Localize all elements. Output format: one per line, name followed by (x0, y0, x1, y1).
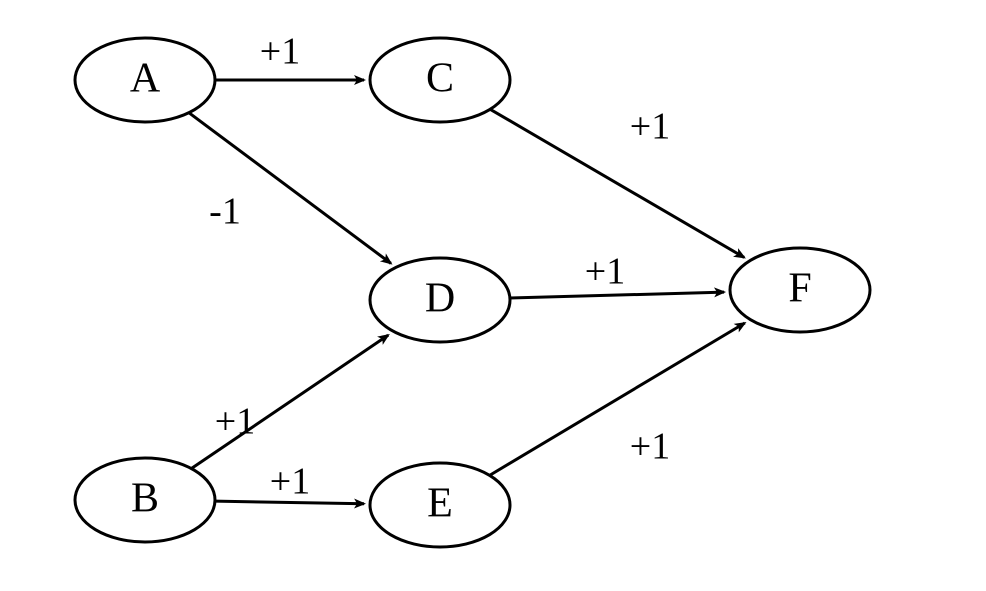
node-label-D: D (425, 276, 455, 322)
edge-A-D (189, 113, 391, 264)
node-label-F: F (788, 266, 811, 312)
node-label-C: C (426, 56, 454, 102)
edge-label-E-F: +1 (630, 426, 670, 468)
edge-label-B-D: +1 (215, 401, 255, 443)
edge-label-A-C: +1 (260, 31, 300, 73)
edge-label-C-F: +1 (630, 106, 670, 148)
graph-diagram: A B C D E F +1 -1 +1 +1 +1 +1 +1 (0, 0, 986, 591)
edge-D-F (510, 292, 724, 298)
node-label-E: E (427, 481, 453, 527)
node-label-B: B (131, 476, 159, 522)
edge-E-F (490, 323, 745, 475)
edge-label-B-E: +1 (270, 461, 310, 503)
edge-C-F (490, 109, 744, 257)
edge-label-D-F: +1 (585, 251, 625, 293)
edge-label-A-D: -1 (209, 191, 241, 233)
nodes-group: A B C D E F (75, 38, 870, 547)
node-label-A: A (130, 56, 161, 102)
